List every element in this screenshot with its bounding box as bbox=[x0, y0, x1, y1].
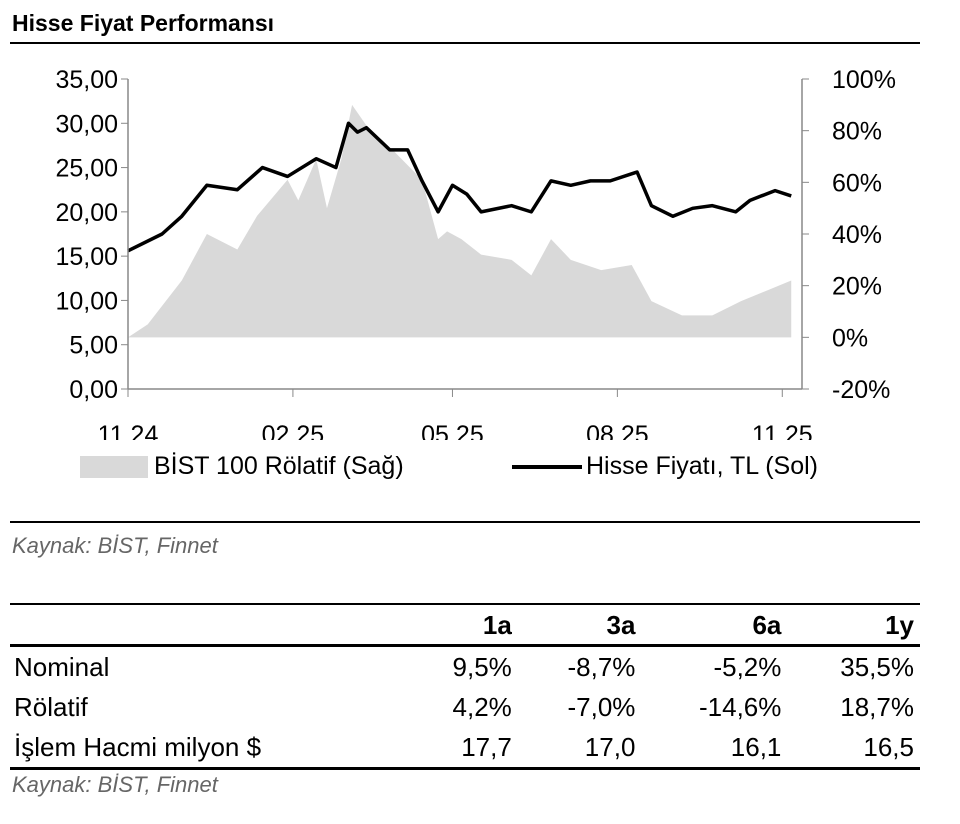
left-tick-label: 30,00 bbox=[55, 110, 118, 138]
cell: 4,2% bbox=[452, 691, 512, 722]
left-tick-label: 25,00 bbox=[55, 155, 118, 183]
left-tick-label: 35,00 bbox=[55, 66, 118, 94]
cell: 16,1 bbox=[641, 727, 788, 770]
legend-swatch-area bbox=[80, 455, 148, 478]
chart-divider bbox=[10, 521, 920, 523]
header-cell: 1a bbox=[407, 606, 518, 647]
right-tick-label: 40% bbox=[832, 221, 882, 249]
x-tick-label: 11 24 bbox=[98, 421, 159, 440]
right-tick-label: -20% bbox=[832, 376, 890, 404]
right-tick-label: 0% bbox=[832, 324, 868, 352]
title-divider bbox=[10, 42, 920, 44]
cell: -5,2% bbox=[713, 651, 782, 682]
x-tick-label: 05 25 bbox=[421, 421, 484, 440]
x-tick-label: 11 25 bbox=[752, 421, 813, 440]
right-tick-label: 60% bbox=[832, 169, 882, 197]
x-tick-label: 08 25 bbox=[586, 421, 649, 440]
table-header-row: 1a 3a 6a 1y bbox=[10, 606, 920, 647]
chart-title: Hisse Fiyat Performansı bbox=[12, 10, 275, 36]
cell: 17,7 bbox=[407, 727, 518, 770]
bist-relative-area bbox=[128, 104, 792, 338]
cell: 35,5% bbox=[840, 651, 914, 682]
right-tick-label: 80% bbox=[832, 118, 882, 146]
source-note: Kaynak: BİST, Finnet bbox=[12, 533, 218, 558]
left-tick-label: 0,00 bbox=[69, 376, 118, 404]
cell: 17,0 bbox=[517, 727, 642, 770]
cell: 16,5 bbox=[787, 727, 920, 770]
price-performance-chart: 0,00 5,00 10,00 15,00 20,00 25,00 30,00 35,00 -2… bbox=[55, 66, 896, 440]
source-note: Kaynak: BİST, Finnet bbox=[12, 772, 218, 797]
cell: -8,7% bbox=[567, 651, 636, 682]
legend-item-bist: BİST 100 Rölatif (Sağ) bbox=[80, 452, 404, 481]
legend-label: Hisse Fiyatı, TL (Sol) bbox=[586, 452, 818, 480]
cell: -14,6% bbox=[699, 691, 782, 722]
left-tick-label: 10,00 bbox=[55, 287, 118, 315]
row-label: İşlem Hacmi milyon $ bbox=[10, 727, 408, 770]
legend-item-price: Hisse Fiyatı, TL (Sol) bbox=[512, 452, 818, 481]
left-tick-label: 5,00 bbox=[69, 332, 118, 360]
x-tick-label: 02 25 bbox=[262, 421, 325, 440]
table-row: İşlem Hacmi milyon $17,7 17,0 16,1 16,5 bbox=[10, 727, 920, 770]
left-tick-label: 15,00 bbox=[55, 243, 118, 271]
table-row: Rölatif 4,2% -7,0% -14,6% 18,7% bbox=[10, 687, 920, 727]
right-tick-label: 100% bbox=[832, 66, 896, 94]
header-cell: 3a bbox=[517, 606, 642, 647]
table-row: Nominal 9,5% -8,7% -5,2% 35,5% bbox=[10, 646, 920, 688]
cell: -7,0% bbox=[567, 691, 636, 722]
price-line bbox=[127, 121, 792, 253]
header-cell: 1y bbox=[787, 606, 920, 647]
legend-label: BİST 100 Rölatif (Sağ) bbox=[154, 452, 404, 480]
left-tick-label: 20,00 bbox=[55, 199, 118, 227]
cell: 18,7% bbox=[840, 691, 914, 722]
table-top-rule bbox=[10, 603, 920, 605]
right-tick-label: 20% bbox=[832, 273, 882, 301]
row-label: Nominal bbox=[14, 651, 110, 682]
legend-swatch-line bbox=[512, 464, 582, 469]
cell: 9,5% bbox=[452, 651, 512, 682]
header-cell: 6a bbox=[641, 606, 788, 647]
row-label: Rölatif bbox=[14, 691, 88, 722]
header-cell bbox=[10, 606, 408, 647]
performance-table: 1a 3a 6a 1y Nominal 9,5% -8,7% -5,2% 35,5% R… bbox=[10, 606, 920, 770]
